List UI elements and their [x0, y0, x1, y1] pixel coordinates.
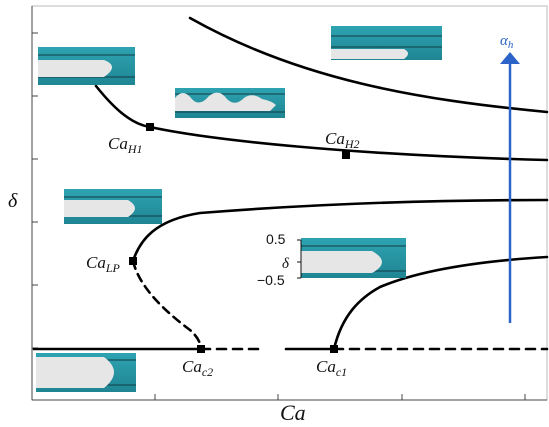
ca-h2-marker [342, 151, 350, 159]
photo-finger-fat [36, 353, 136, 392]
ca-c2-marker [197, 345, 205, 353]
y-ticks [32, 32, 38, 349]
ca-h2-label: CaH2 [325, 129, 360, 151]
ca-c2-label: Cac2 [182, 357, 213, 379]
wavy-finger-shape [175, 92, 276, 111]
hopf-branch-curve [94, 84, 549, 162]
photo-finger-thin [331, 26, 442, 60]
photo-finger-mid [64, 189, 162, 224]
ca-c1-label: Cac1 [316, 357, 347, 379]
inset-tick-bottom: −0.5 [257, 272, 285, 288]
ca-h1-label: CaH1 [108, 134, 143, 156]
y-axis-label: δ [8, 190, 18, 212]
upper-branch-curve [188, 16, 549, 114]
thin-finger-shape [331, 49, 408, 59]
ca-lp-label: CaLP [86, 253, 121, 275]
x-ticks [154, 394, 526, 400]
stable-lp-branch-curve [131, 198, 549, 263]
inset-tick-top: 0.5 [266, 231, 286, 247]
photo-finger-inset-with-axis [297, 238, 406, 279]
ca-c1-marker [330, 345, 338, 353]
alpha-h-arrow: αh [500, 33, 520, 323]
ca-c1-branch-curve [332, 255, 549, 351]
curves [32, 16, 549, 351]
inset-finger-shape [301, 251, 382, 273]
photo-finger-wavy [175, 88, 285, 118]
unstable-lp-branch-curve [131, 259, 203, 351]
inset-tick-mid: δ [282, 256, 290, 272]
x-axis-label: Ca [280, 400, 306, 425]
ca-lp-marker [129, 257, 137, 265]
finger-shape [38, 60, 112, 77]
photo-finger-long [38, 47, 135, 85]
fat-finger-shape [36, 357, 114, 388]
arrow-head-icon [500, 52, 520, 64]
ca-h1-marker [146, 123, 154, 131]
mid-finger-shape [64, 200, 135, 217]
arrow-label: αh [500, 33, 514, 51]
markers [129, 123, 350, 353]
